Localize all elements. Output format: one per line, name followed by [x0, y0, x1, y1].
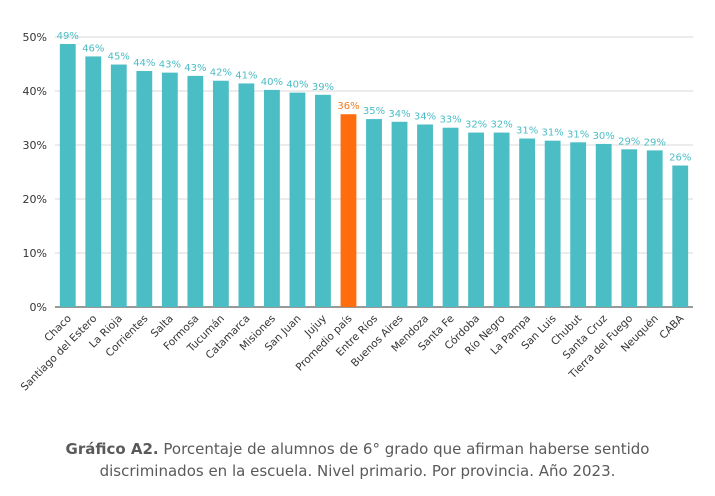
y-tick-label: 10% — [23, 247, 47, 260]
data-label: 30% — [593, 131, 615, 142]
bar — [110, 64, 127, 307]
y-tick-label: 40% — [23, 85, 47, 98]
bar — [212, 80, 229, 308]
caption-bold: Gráfico A2. — [65, 440, 159, 458]
data-label: 39% — [312, 82, 334, 93]
bars — [59, 44, 689, 308]
data-label: 49% — [57, 31, 79, 42]
data-label: 45% — [108, 52, 130, 63]
data-label: 34% — [388, 109, 410, 120]
data-label: 31% — [516, 126, 538, 137]
data-label: 40% — [286, 80, 308, 91]
caption-text: Porcentaje de alumnos de 6° grado que af… — [99, 440, 650, 480]
y-tick-label: 20% — [23, 193, 47, 206]
bar-chart: 0%10%20%30%40%50% 49%46%45%44% 43% 43% 42% 4… — [19, 31, 693, 393]
bar — [468, 132, 484, 307]
bar — [315, 94, 331, 307]
data-label: 29% — [644, 137, 666, 148]
y-tick-label: 0% — [30, 301, 47, 314]
bar — [672, 165, 689, 307]
bar — [85, 56, 102, 307]
data-label: 36% — [337, 101, 359, 112]
data-label: 43% — [159, 60, 181, 71]
bar — [264, 89, 280, 307]
bar — [493, 132, 510, 307]
data-label: 43% — [184, 63, 206, 74]
bar — [595, 143, 612, 307]
bar — [442, 127, 459, 307]
y-tick-label: 30% — [23, 139, 47, 152]
data-label: 31% — [567, 129, 589, 140]
bar — [289, 92, 306, 308]
data-label: 31% — [542, 128, 564, 139]
bar — [519, 138, 536, 307]
figure-caption: Gráfico A2. Porcentaje de alumnos de 6° … — [40, 438, 675, 482]
bar — [187, 75, 204, 307]
data-label: 26% — [669, 153, 691, 164]
bar — [238, 83, 255, 307]
data-label: 46% — [82, 43, 104, 54]
bar — [646, 150, 663, 307]
bar — [391, 121, 408, 307]
bar — [366, 119, 382, 307]
bar — [544, 140, 561, 307]
data-label: 32% — [465, 120, 487, 131]
x-tick-label: CABA — [657, 312, 686, 341]
bar — [621, 149, 638, 307]
data-label: 29% — [618, 136, 640, 147]
data-label: 32% — [490, 120, 512, 131]
bar — [161, 72, 178, 307]
data-label: 34% — [414, 111, 436, 122]
data-label: 44% — [133, 58, 155, 69]
bar — [570, 142, 587, 307]
data-label: 33% — [439, 115, 461, 126]
data-label: 35% — [363, 106, 385, 117]
data-label: 42% — [210, 68, 232, 79]
bar — [136, 71, 153, 308]
bar — [59, 44, 76, 308]
data-label: 40% — [261, 77, 283, 88]
y-tick-label: 50% — [23, 31, 47, 44]
bar — [340, 114, 357, 307]
data-labels: 49%46%45%44% 43% 43% 42% 41%40% 40% 39%36% 35% 3… — [57, 31, 692, 164]
bar — [417, 124, 433, 307]
y-axis-ticks: 0% 10% 20% 30% 40% 50% — [23, 31, 47, 314]
data-label: 41% — [235, 70, 257, 81]
